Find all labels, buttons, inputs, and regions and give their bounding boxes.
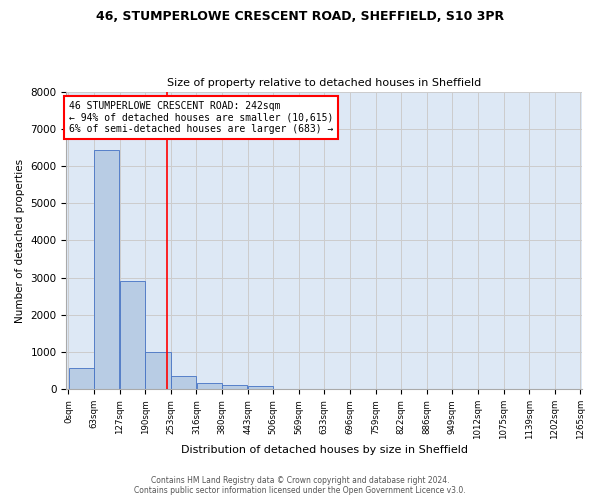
Y-axis label: Number of detached properties: Number of detached properties	[15, 158, 25, 322]
Text: Contains HM Land Registry data © Crown copyright and database right 2024.
Contai: Contains HM Land Registry data © Crown c…	[134, 476, 466, 495]
Text: 46 STUMPERLOWE CRESCENT ROAD: 242sqm
← 94% of detached houses are smaller (10,61: 46 STUMPERLOWE CRESCENT ROAD: 242sqm ← 9…	[69, 101, 334, 134]
Bar	[94, 150, 119, 390]
Title: Size of property relative to detached houses in Sheffield: Size of property relative to detached ho…	[167, 78, 481, 88]
Bar	[120, 280, 145, 390]
X-axis label: Distribution of detached houses by size in Sheffield: Distribution of detached houses by size …	[181, 445, 468, 455]
Bar	[248, 386, 273, 390]
Bar	[145, 352, 170, 390]
Bar	[197, 384, 222, 390]
Bar	[68, 368, 94, 390]
Text: 46, STUMPERLOWE CRESCENT ROAD, SHEFFIELD, S10 3PR: 46, STUMPERLOWE CRESCENT ROAD, SHEFFIELD…	[96, 10, 504, 23]
Bar	[171, 376, 196, 390]
Bar	[222, 386, 247, 390]
